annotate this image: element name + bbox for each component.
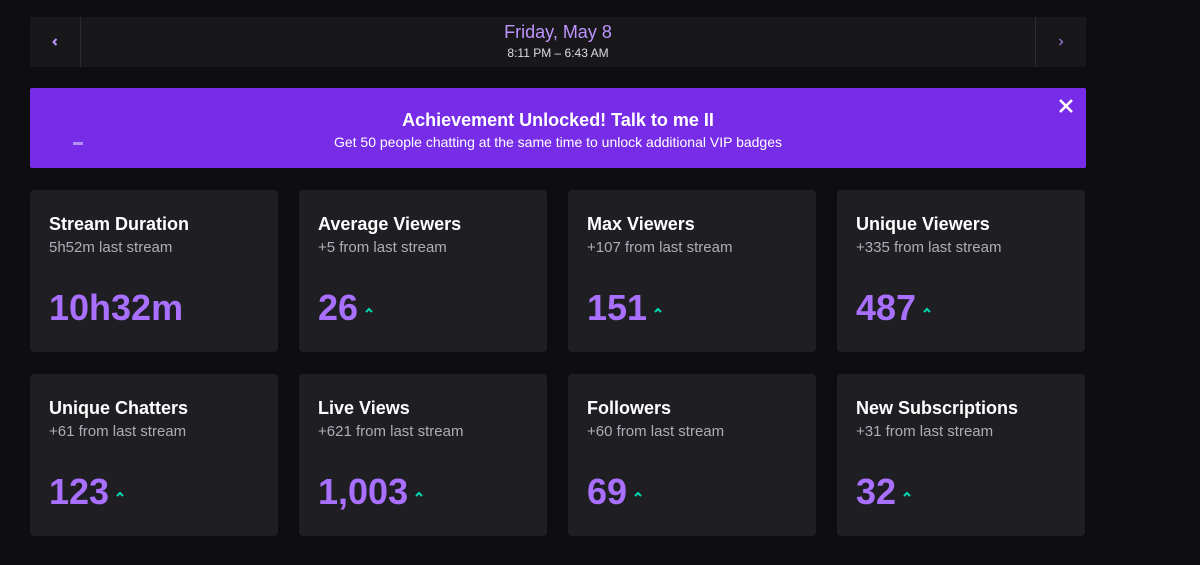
prev-button[interactable] xyxy=(30,17,81,67)
stat-card: Stream Duration 5h52m last stream 10h32m xyxy=(30,190,278,352)
trend-up-icon xyxy=(654,307,662,313)
banner-subtitle: Get 50 people chatting at the same time … xyxy=(333,134,783,150)
trend-up-icon xyxy=(415,491,423,497)
trend-up-icon xyxy=(116,491,124,497)
stat-value: 69 xyxy=(587,471,628,512)
stat-change: +621 from last stream xyxy=(318,423,464,440)
stat-change: +5 from last stream xyxy=(318,239,447,256)
stat-title: Live Views xyxy=(318,398,410,418)
stat-value: 151 xyxy=(587,287,648,328)
trend-up-icon xyxy=(365,307,373,313)
stat-value-row: 487 xyxy=(856,287,932,329)
stat-value: 10h32m xyxy=(49,287,184,328)
trend-up-icon xyxy=(634,491,642,497)
stat-card: Average Viewers +5 from last stream 26 xyxy=(299,190,547,352)
stat-value: 26 xyxy=(318,287,359,328)
stat-value-row: 10h32m xyxy=(49,287,183,329)
stat-title: Stream Duration xyxy=(49,214,190,234)
stat-card: Max Viewers +107 from last stream 151 xyxy=(568,190,816,352)
stat-card: New Subscriptions +31 from last stream 32 xyxy=(837,374,1085,536)
stat-change: 5h52m last stream xyxy=(49,239,173,256)
stat-card: Unique Chatters +61 from last stream 123 xyxy=(30,374,278,536)
banner-dash xyxy=(73,142,83,145)
stat-value-row: 26 xyxy=(318,287,374,329)
stat-card: Live Views +621 from last stream 1,003 xyxy=(299,374,547,536)
stat-value: 1,003 xyxy=(318,471,409,512)
banner-title: Achievement Unlocked! Talk to me II xyxy=(402,110,714,130)
stat-value: 487 xyxy=(856,287,917,328)
stat-card: Unique Viewers +335 from last stream 487 xyxy=(837,190,1085,352)
stat-change: +31 from last stream xyxy=(856,423,994,440)
date-header: Friday, May 8 8:11 PM – 6:43 AM xyxy=(30,17,1086,67)
stat-value-row: 69 xyxy=(587,471,643,513)
stat-value-row: 32 xyxy=(856,471,912,513)
close-button[interactable] xyxy=(1056,96,1076,116)
stat-title: Unique Chatters xyxy=(49,398,189,418)
stat-title: New Subscriptions xyxy=(856,398,1019,418)
stat-value-row: 151 xyxy=(587,287,663,329)
stat-value-row: 1,003 xyxy=(318,471,424,513)
stat-value: 123 xyxy=(49,471,110,512)
stat-title: Max Viewers xyxy=(587,214,695,234)
time-range: 8:11 PM – 6:43 AM xyxy=(507,46,609,60)
trend-up-icon xyxy=(923,307,931,313)
stat-change: +60 from last stream xyxy=(587,423,725,440)
stat-title: Average Viewers xyxy=(318,214,462,234)
achievement-banner: Achievement Unlocked! Talk to me II Get … xyxy=(30,88,1086,168)
next-button[interactable] xyxy=(1035,17,1086,67)
stat-card: Followers +60 from last stream 69 xyxy=(568,374,816,536)
stat-change: +335 from last stream xyxy=(856,239,1002,256)
stat-change: +107 from last stream xyxy=(587,239,733,256)
date-title: Friday, May 8 xyxy=(504,22,612,42)
stat-value-row: 123 xyxy=(49,471,125,513)
stat-title: Followers xyxy=(587,398,672,418)
stat-change: +61 from last stream xyxy=(49,423,187,440)
stat-value: 32 xyxy=(856,471,897,512)
stat-title: Unique Viewers xyxy=(856,214,990,234)
trend-up-icon xyxy=(903,491,911,497)
